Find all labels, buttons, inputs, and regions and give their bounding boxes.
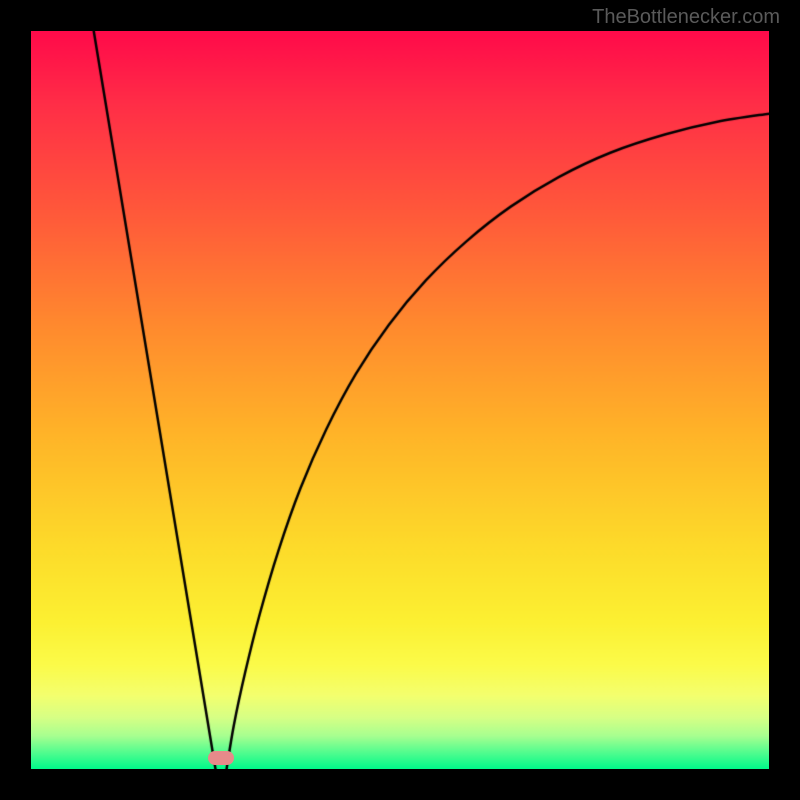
plot-area <box>31 31 769 769</box>
figure-container: TheBottlenecker.com <box>0 0 800 800</box>
bottleneck-curve <box>31 31 769 769</box>
watermark-text: TheBottlenecker.com <box>592 6 780 29</box>
optimal-point-marker <box>208 751 234 766</box>
